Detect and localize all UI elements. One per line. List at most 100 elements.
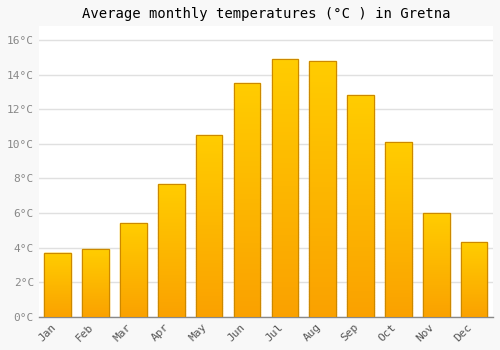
- Bar: [310, 207, 336, 209]
- Bar: [310, 227, 336, 230]
- Bar: [120, 259, 146, 260]
- Bar: [158, 245, 184, 246]
- Bar: [461, 247, 487, 248]
- Bar: [310, 289, 336, 291]
- Bar: [348, 96, 374, 317]
- Bar: [158, 313, 184, 314]
- Bar: [196, 162, 222, 164]
- Bar: [158, 185, 184, 186]
- Bar: [461, 290, 487, 291]
- Bar: [272, 100, 298, 103]
- Bar: [385, 245, 411, 247]
- Bar: [82, 291, 109, 292]
- Bar: [272, 59, 298, 62]
- Bar: [310, 243, 336, 245]
- Bar: [234, 172, 260, 174]
- Bar: [82, 288, 109, 289]
- Bar: [423, 310, 450, 312]
- Bar: [44, 276, 71, 277]
- Bar: [272, 226, 298, 229]
- Bar: [385, 146, 411, 147]
- Bar: [423, 308, 450, 309]
- Bar: [272, 209, 298, 211]
- Bar: [385, 298, 411, 299]
- Bar: [82, 301, 109, 302]
- Bar: [120, 223, 146, 224]
- Bar: [461, 280, 487, 281]
- Bar: [310, 153, 336, 155]
- Bar: [234, 146, 260, 149]
- Bar: [461, 295, 487, 296]
- Bar: [423, 237, 450, 238]
- Bar: [423, 231, 450, 232]
- Bar: [272, 88, 298, 90]
- Bar: [461, 304, 487, 305]
- Bar: [234, 151, 260, 153]
- Bar: [44, 286, 71, 287]
- Bar: [196, 246, 222, 248]
- Bar: [423, 306, 450, 307]
- Bar: [196, 155, 222, 157]
- Bar: [272, 64, 298, 67]
- Bar: [310, 102, 336, 104]
- Bar: [272, 154, 298, 157]
- Bar: [120, 298, 146, 299]
- Bar: [310, 219, 336, 222]
- Bar: [385, 212, 411, 214]
- Bar: [310, 248, 336, 250]
- Bar: [234, 95, 260, 97]
- Bar: [196, 191, 222, 193]
- Bar: [196, 293, 222, 295]
- Bar: [385, 276, 411, 278]
- Bar: [310, 81, 336, 84]
- Bar: [158, 278, 184, 280]
- Bar: [44, 271, 71, 272]
- Bar: [348, 140, 374, 142]
- Bar: [196, 175, 222, 177]
- Bar: [385, 207, 411, 209]
- Bar: [196, 190, 222, 191]
- Bar: [44, 303, 71, 304]
- Bar: [348, 109, 374, 111]
- Bar: [272, 113, 298, 116]
- Bar: [385, 219, 411, 221]
- Bar: [120, 262, 146, 264]
- Bar: [272, 307, 298, 309]
- Bar: [272, 229, 298, 232]
- Bar: [196, 153, 222, 155]
- Bar: [310, 294, 336, 296]
- Bar: [234, 242, 260, 244]
- Bar: [272, 263, 298, 265]
- Bar: [82, 268, 109, 269]
- Bar: [234, 237, 260, 240]
- Bar: [196, 282, 222, 284]
- Bar: [461, 281, 487, 282]
- Bar: [234, 284, 260, 286]
- Bar: [423, 294, 450, 295]
- Bar: [158, 289, 184, 290]
- Bar: [272, 170, 298, 173]
- Bar: [348, 231, 374, 233]
- Bar: [234, 186, 260, 188]
- Bar: [158, 262, 184, 264]
- Bar: [196, 260, 222, 262]
- Bar: [348, 308, 374, 310]
- Bar: [423, 234, 450, 235]
- Bar: [348, 310, 374, 313]
- Bar: [234, 263, 260, 265]
- Bar: [196, 184, 222, 186]
- Bar: [120, 294, 146, 295]
- Bar: [423, 224, 450, 225]
- Bar: [44, 272, 71, 273]
- Bar: [348, 168, 374, 171]
- Bar: [82, 254, 109, 255]
- Bar: [461, 253, 487, 254]
- Bar: [196, 259, 222, 260]
- Bar: [385, 214, 411, 216]
- Bar: [423, 241, 450, 242]
- Bar: [120, 229, 146, 230]
- Bar: [348, 197, 374, 199]
- Bar: [310, 122, 336, 125]
- Bar: [234, 312, 260, 314]
- Bar: [120, 301, 146, 302]
